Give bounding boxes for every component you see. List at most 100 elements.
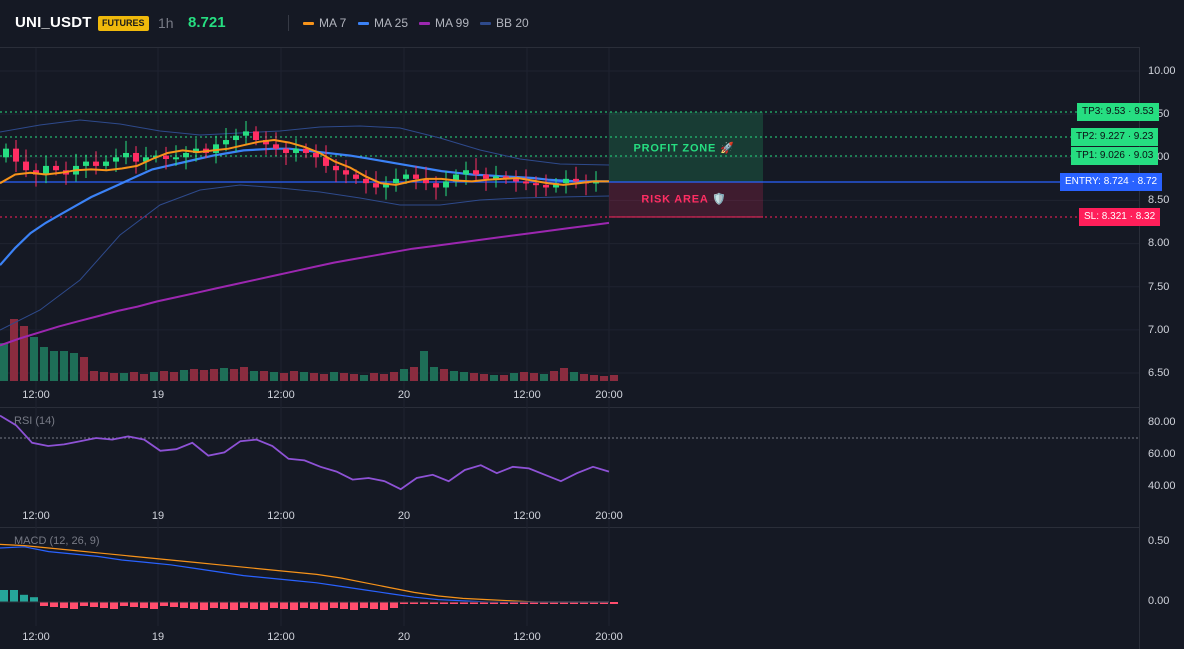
candle-body: [3, 148, 9, 158]
header-border: [0, 47, 1139, 48]
macd-histogram-bar: [100, 602, 108, 608]
macd-histogram-bar: [540, 602, 548, 604]
macd-histogram-bar: [420, 602, 428, 604]
time-tick: 20: [397, 510, 411, 522]
macd-histogram-bar: [250, 602, 258, 609]
macd-histogram-bar: [480, 602, 488, 604]
rsi-title[interactable]: RSI (14): [14, 415, 55, 427]
volume-bar: [360, 375, 368, 381]
candle-body: [283, 148, 289, 153]
macd-histogram-bar: [460, 602, 468, 604]
macd-histogram-bar: [560, 602, 568, 604]
macd-histogram-bar: [10, 590, 18, 602]
candle-body: [123, 152, 129, 158]
volume-bar: [520, 372, 528, 381]
time-tick: 20:00: [595, 510, 623, 522]
macd-histogram-bar: [230, 602, 238, 610]
entry-tag[interactable]: ENTRY: 8.724 · 8.72: [1060, 173, 1163, 191]
volume-bar: [410, 367, 418, 381]
candle-body: [403, 174, 409, 179]
timeframe-selector[interactable]: 1h: [158, 15, 174, 31]
candle-body: [393, 178, 399, 184]
legend-bb20[interactable]: BB 20: [480, 16, 529, 30]
volume-bar: [570, 372, 578, 381]
macd-histogram-bar: [0, 590, 8, 602]
macd-histogram-bar: [190, 602, 198, 609]
volume-bar: [290, 371, 298, 381]
tp1-tag[interactable]: TP1: 9.026 · 9.03: [1071, 147, 1159, 165]
time-tick: 12:00: [513, 510, 541, 522]
candle-body: [213, 144, 219, 153]
macd-histogram-bar: [550, 602, 558, 604]
volume-bar: [550, 371, 558, 381]
sl-tag[interactable]: SL: 8.321 · 8.32: [1079, 208, 1161, 226]
price-tick: 7.00: [1148, 324, 1170, 336]
time-tick: 12:00: [267, 510, 295, 522]
macd-histogram-bar: [530, 602, 538, 604]
candle-body: [183, 152, 189, 158]
risk-zone: [609, 182, 763, 217]
macd-histogram-bar: [600, 602, 608, 604]
macd-histogram-bar: [590, 602, 598, 604]
volume-bar: [280, 373, 288, 381]
rsi-line: [0, 414, 610, 491]
candle-body: [343, 170, 349, 175]
macd-histogram-bar: [410, 602, 418, 604]
macd-tick: 0.50: [1148, 535, 1170, 547]
macd-histogram-bar: [60, 602, 68, 608]
candle-body: [23, 161, 29, 171]
candle-body: [333, 165, 339, 171]
macd-title[interactable]: MACD (12, 26, 9): [14, 535, 100, 547]
candle-body: [233, 135, 239, 141]
symbol-name[interactable]: UNI_USDT: [15, 14, 92, 31]
candle-body: [13, 148, 19, 162]
legend-label: MA 25: [374, 16, 409, 30]
macd-histogram-bar: [300, 602, 308, 608]
candle-body: [423, 178, 429, 184]
macd-histogram-bar: [260, 602, 268, 610]
tp2-tag[interactable]: TP2: 9.227 · 9.23: [1071, 128, 1159, 146]
volume-bar: [590, 375, 598, 381]
candle-body: [193, 148, 199, 153]
tp3-tag[interactable]: TP3: 9.53 · 9.53: [1077, 103, 1159, 121]
candle-body: [133, 152, 139, 162]
legend-ma99[interactable]: MA 99: [419, 16, 469, 30]
macd-histogram-bar: [180, 602, 188, 608]
macd-histogram-bar: [80, 602, 88, 606]
candle-body: [433, 183, 439, 188]
volume-bar: [510, 373, 518, 381]
volume-bar: [430, 367, 438, 381]
macd-histogram-bar: [370, 602, 378, 609]
candle-body: [523, 181, 529, 184]
candle-body: [443, 181, 449, 188]
candle-body: [473, 170, 479, 175]
volume-bar: [380, 374, 388, 381]
candle-body: [463, 170, 469, 175]
legend-ma7[interactable]: MA 7: [303, 16, 346, 30]
macd-histogram-bar: [320, 602, 328, 610]
candle-body: [53, 165, 59, 171]
volume-bar: [240, 367, 248, 381]
macd-histogram-bar: [510, 602, 518, 604]
volume-bar: [320, 374, 328, 381]
candle-body: [263, 140, 269, 145]
time-tick: 12:00: [267, 631, 295, 643]
time-tick: 20:00: [595, 389, 623, 401]
macd-histogram-bar: [160, 602, 168, 606]
macd-histogram-bar: [110, 602, 118, 609]
candle-body: [383, 183, 389, 188]
macd-histogram-bar: [430, 602, 438, 604]
legend-ma25[interactable]: MA 25: [358, 16, 408, 30]
time-tick: 12:00: [22, 631, 50, 643]
volume-bar: [70, 353, 78, 381]
volume-bar: [560, 368, 568, 381]
macd-histogram-bar: [330, 602, 338, 608]
volume-bar: [10, 319, 18, 381]
volume-bar: [340, 373, 348, 381]
time-tick: 19: [151, 510, 165, 522]
candle-body: [353, 174, 359, 179]
rsi-tick: 80.00: [1148, 416, 1176, 428]
rsi-tick: 40.00: [1148, 480, 1176, 492]
volume-bar: [190, 369, 198, 381]
